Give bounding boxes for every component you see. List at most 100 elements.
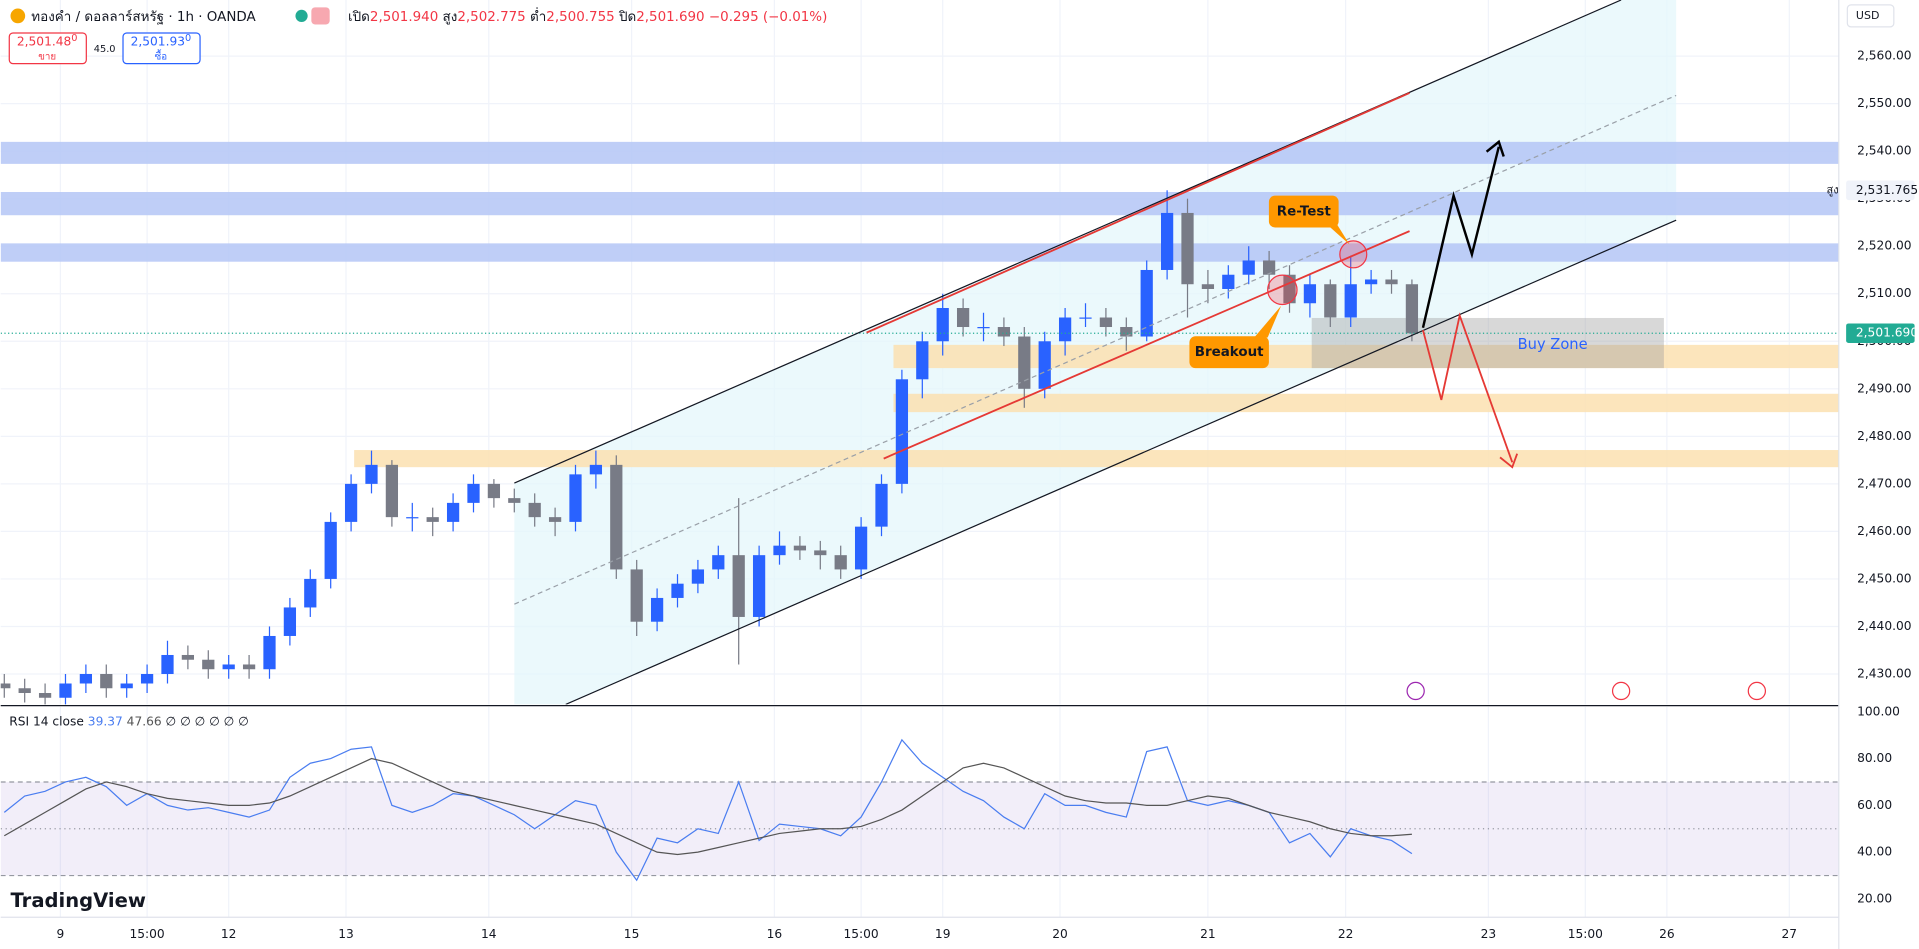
y-tick-label: 80.00 [1857, 751, 1892, 765]
x-tick-label: 22 [1338, 927, 1354, 941]
y-tick-label: 2,560.00 [1857, 49, 1911, 63]
candle-body [283, 607, 297, 636]
channel-mid [514, 94, 1677, 605]
candle-body [875, 483, 888, 527]
candle-body [120, 683, 133, 689]
y-tick-label: 2,430.00 [1857, 666, 1911, 680]
candle-body [997, 327, 1011, 337]
candle-body [1242, 260, 1255, 275]
candle-body [1120, 327, 1133, 337]
support-zone [893, 393, 1839, 413]
candle-body [79, 673, 93, 684]
candle-body [487, 483, 501, 499]
rsi-ma-value: 47.66 [127, 714, 162, 728]
y-tick-label: 40.00 [1857, 845, 1892, 859]
high-tag-text: สูง [1827, 183, 1839, 196]
x-tick-label: 15:00 [1568, 927, 1603, 941]
x-tick-label: 13 [338, 927, 354, 941]
candle-body [1222, 274, 1235, 289]
candle-body [467, 483, 480, 503]
candle-body [202, 659, 215, 670]
sell-price-main: 2,501.48 [17, 34, 71, 48]
last-price-label: 2,501.690 [1856, 326, 1918, 340]
x-tick-label: 9 [56, 927, 64, 941]
candle-body [161, 654, 174, 674]
channel-line [565, 219, 1677, 705]
event-icon[interactable] [1406, 681, 1425, 701]
ohlc-value: 2,501.690 [636, 10, 704, 25]
bull-arrow-head [1485, 139, 1505, 157]
y-tick-label: 2,450.00 [1857, 571, 1911, 585]
candle-body [446, 502, 460, 522]
breakout-label: Breakout [1195, 345, 1264, 360]
retest-callout [1268, 195, 1339, 228]
axes: 9 15:00 12 13 14 15 16 15:00 19 20 21 22 23 15:00 26 27… [56, 49, 1918, 941]
candle-body [1385, 279, 1398, 285]
buy-zone-label: Buy Zone [1518, 336, 1588, 353]
resistance-zone [0, 141, 1839, 164]
y-tick-label: 60.00 [1857, 798, 1892, 812]
ohlc-value: 2,502.775 [457, 10, 525, 25]
candle-body [38, 693, 52, 698]
currency-button[interactable] [1846, 4, 1895, 28]
candle-body [1140, 269, 1153, 337]
rsi-extra: ∅ ∅ ∅ ∅ ∅ ∅ [166, 714, 249, 728]
ohlc-label: ปิด [618, 10, 636, 25]
event-icon[interactable] [1747, 681, 1767, 701]
candle-body [589, 464, 603, 475]
candle-body [1038, 341, 1051, 389]
candle-body [406, 517, 419, 519]
sell-price-sup: 0 [71, 33, 77, 44]
change: −0.295 (−0.01%) [709, 10, 827, 25]
candle-body [854, 526, 868, 570]
buy-price-main: 2,501.93 [131, 34, 185, 48]
candle-body [773, 545, 786, 556]
candle-body [936, 308, 949, 342]
rsi-line [3, 738, 1413, 882]
candle-body [365, 464, 378, 484]
x-tick-label: 15 [624, 927, 640, 941]
support-zone [893, 344, 1839, 369]
sell-label: ขาย [38, 51, 56, 62]
y-tick-label: 2,440.00 [1857, 619, 1911, 633]
ohlc-label: สูง [443, 10, 458, 25]
candle-body [1058, 317, 1072, 342]
candle-body [263, 635, 276, 670]
candle-body [1262, 260, 1276, 275]
candle-body [814, 550, 827, 556]
x-tick-label: 23 [1481, 927, 1497, 941]
x-tick-label: 21 [1200, 927, 1216, 941]
buy-price-sup: 0 [185, 33, 191, 44]
y-tick-label: 2,540.00 [1857, 144, 1911, 158]
last-price-tag [1846, 323, 1915, 344]
x-tick-label: 19 [935, 927, 951, 941]
candle-body [324, 521, 337, 579]
ohlc: เปิด2,501.940 สูง2,502.775 ต่ำ2,500.755 … [348, 7, 827, 25]
candle-body [1201, 284, 1215, 289]
y-tick-label: 2,520.00 [1857, 239, 1911, 253]
y-tick-label: 20.00 [1857, 891, 1892, 905]
candle-body [977, 327, 990, 329]
candle-body [528, 502, 541, 518]
sell-button[interactable] [8, 32, 87, 65]
candle-body [304, 578, 317, 608]
buy-button[interactable] [122, 32, 201, 65]
y-tick-label: 2,550.00 [1857, 96, 1911, 110]
event-icon[interactable] [1611, 681, 1631, 701]
x-tick-label: 15:00 [843, 927, 878, 941]
status-dot [295, 9, 308, 23]
candle-body [1405, 284, 1419, 334]
retest-circle [1339, 240, 1368, 269]
candle-body [732, 555, 745, 617]
candle-body [222, 664, 235, 670]
logo: TradingView [11, 889, 146, 912]
y-tick-label: 2,470.00 [1857, 476, 1911, 490]
rsi-line [3, 757, 1412, 856]
y-tick-label: 2,480.00 [1857, 429, 1911, 443]
breakout-callout [1189, 336, 1269, 369]
candle-body [1344, 284, 1357, 318]
x-tick-label: 27 [1782, 927, 1798, 941]
resistance-zone [0, 243, 1839, 262]
rsi-panel [0, 738, 1839, 882]
candle-body [671, 583, 684, 598]
